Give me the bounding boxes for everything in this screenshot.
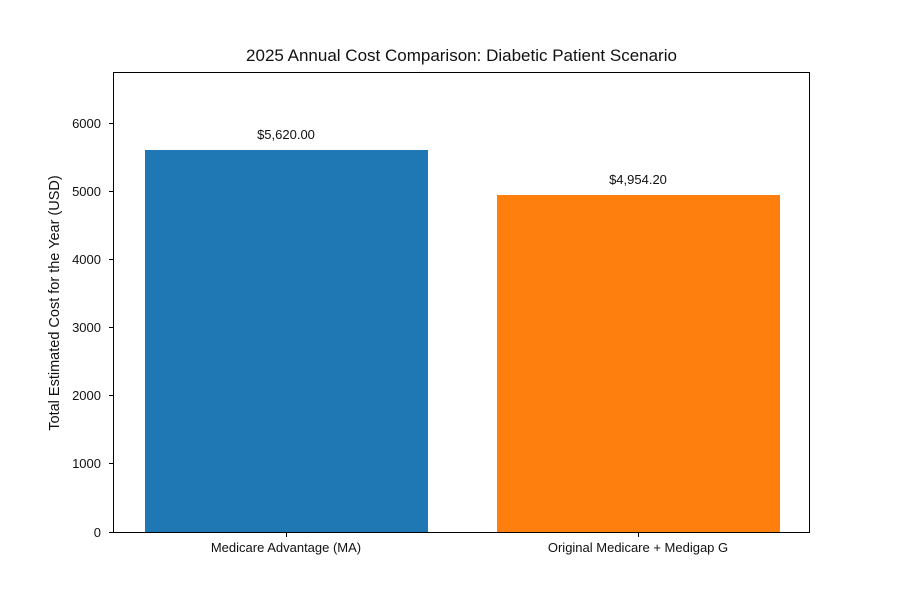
plot-area: $5,620.00 $4,954.20 (113, 72, 810, 533)
bar (144, 149, 428, 532)
y-tick-label: 4000 (72, 252, 101, 268)
y-tick-mark (109, 327, 113, 329)
y-tick-mark (109, 531, 113, 533)
bar (496, 194, 780, 532)
y-tick-mark (109, 191, 113, 193)
y-tick-mark (109, 395, 113, 397)
y-tick-mark (109, 259, 113, 261)
x-tick-label: Original Medicare + Medigap G (547, 540, 729, 555)
y-tick-label: 2000 (72, 388, 101, 404)
y-tick-label: 3000 (72, 320, 101, 336)
x-tick-mark (637, 533, 639, 537)
y-tick-mark (109, 123, 113, 125)
chart-title: 2025 Annual Cost Comparison: Diabetic Pa… (246, 46, 677, 65)
bar-value-label: $4,954.20 (609, 171, 667, 187)
y-tick-label: 5000 (72, 184, 101, 200)
y-tick-label: 1000 (72, 456, 101, 472)
y-tick-label: 6000 (72, 116, 101, 132)
y-tick-label: 0 (93, 524, 101, 540)
bar-value-label: $5,620.00 (257, 126, 315, 142)
y-tick-mark (109, 463, 113, 465)
x-tick-mark (285, 533, 287, 537)
x-tick-label: Medicare Advantage (MA) (210, 540, 362, 555)
